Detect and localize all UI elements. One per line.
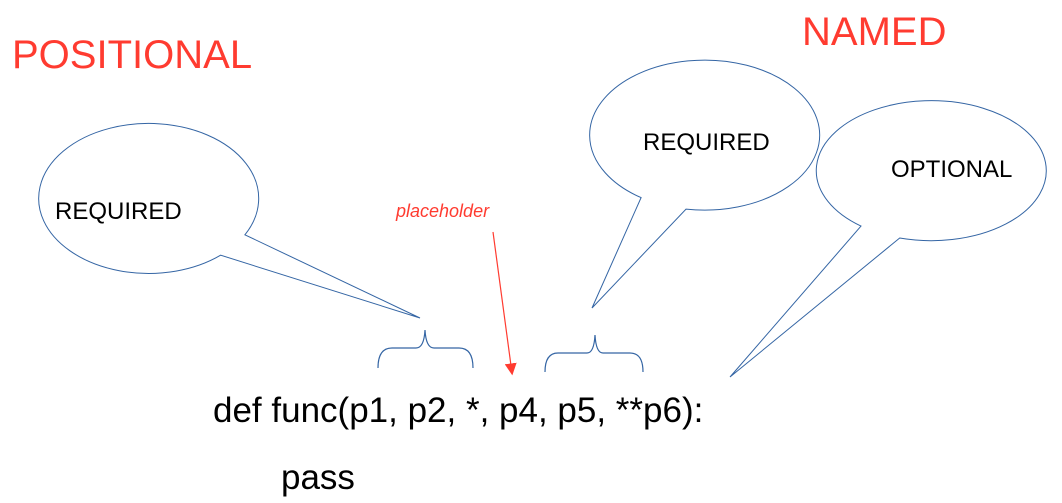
positional-brace bbox=[377, 329, 474, 369]
named-heading: NAMED bbox=[802, 10, 946, 54]
positional-required-bubble bbox=[38, 122, 421, 319]
placeholder-arrow bbox=[492, 231, 517, 376]
function-signature: def func(p1, p2, *, p4, p5, **p6): bbox=[213, 391, 703, 430]
named-required-bubble bbox=[589, 59, 821, 309]
positional-heading: POSITIONAL bbox=[12, 33, 252, 77]
named-optional-bubble bbox=[729, 100, 1047, 378]
placeholder-annotation: placeholder bbox=[395, 201, 490, 221]
named-brace bbox=[544, 334, 644, 373]
named-required-label: REQUIRED bbox=[643, 129, 770, 156]
positional-required-label: REQUIRED bbox=[55, 198, 182, 225]
named-optional-label: OPTIONAL bbox=[891, 156, 1012, 183]
function-body: pass bbox=[281, 458, 355, 497]
